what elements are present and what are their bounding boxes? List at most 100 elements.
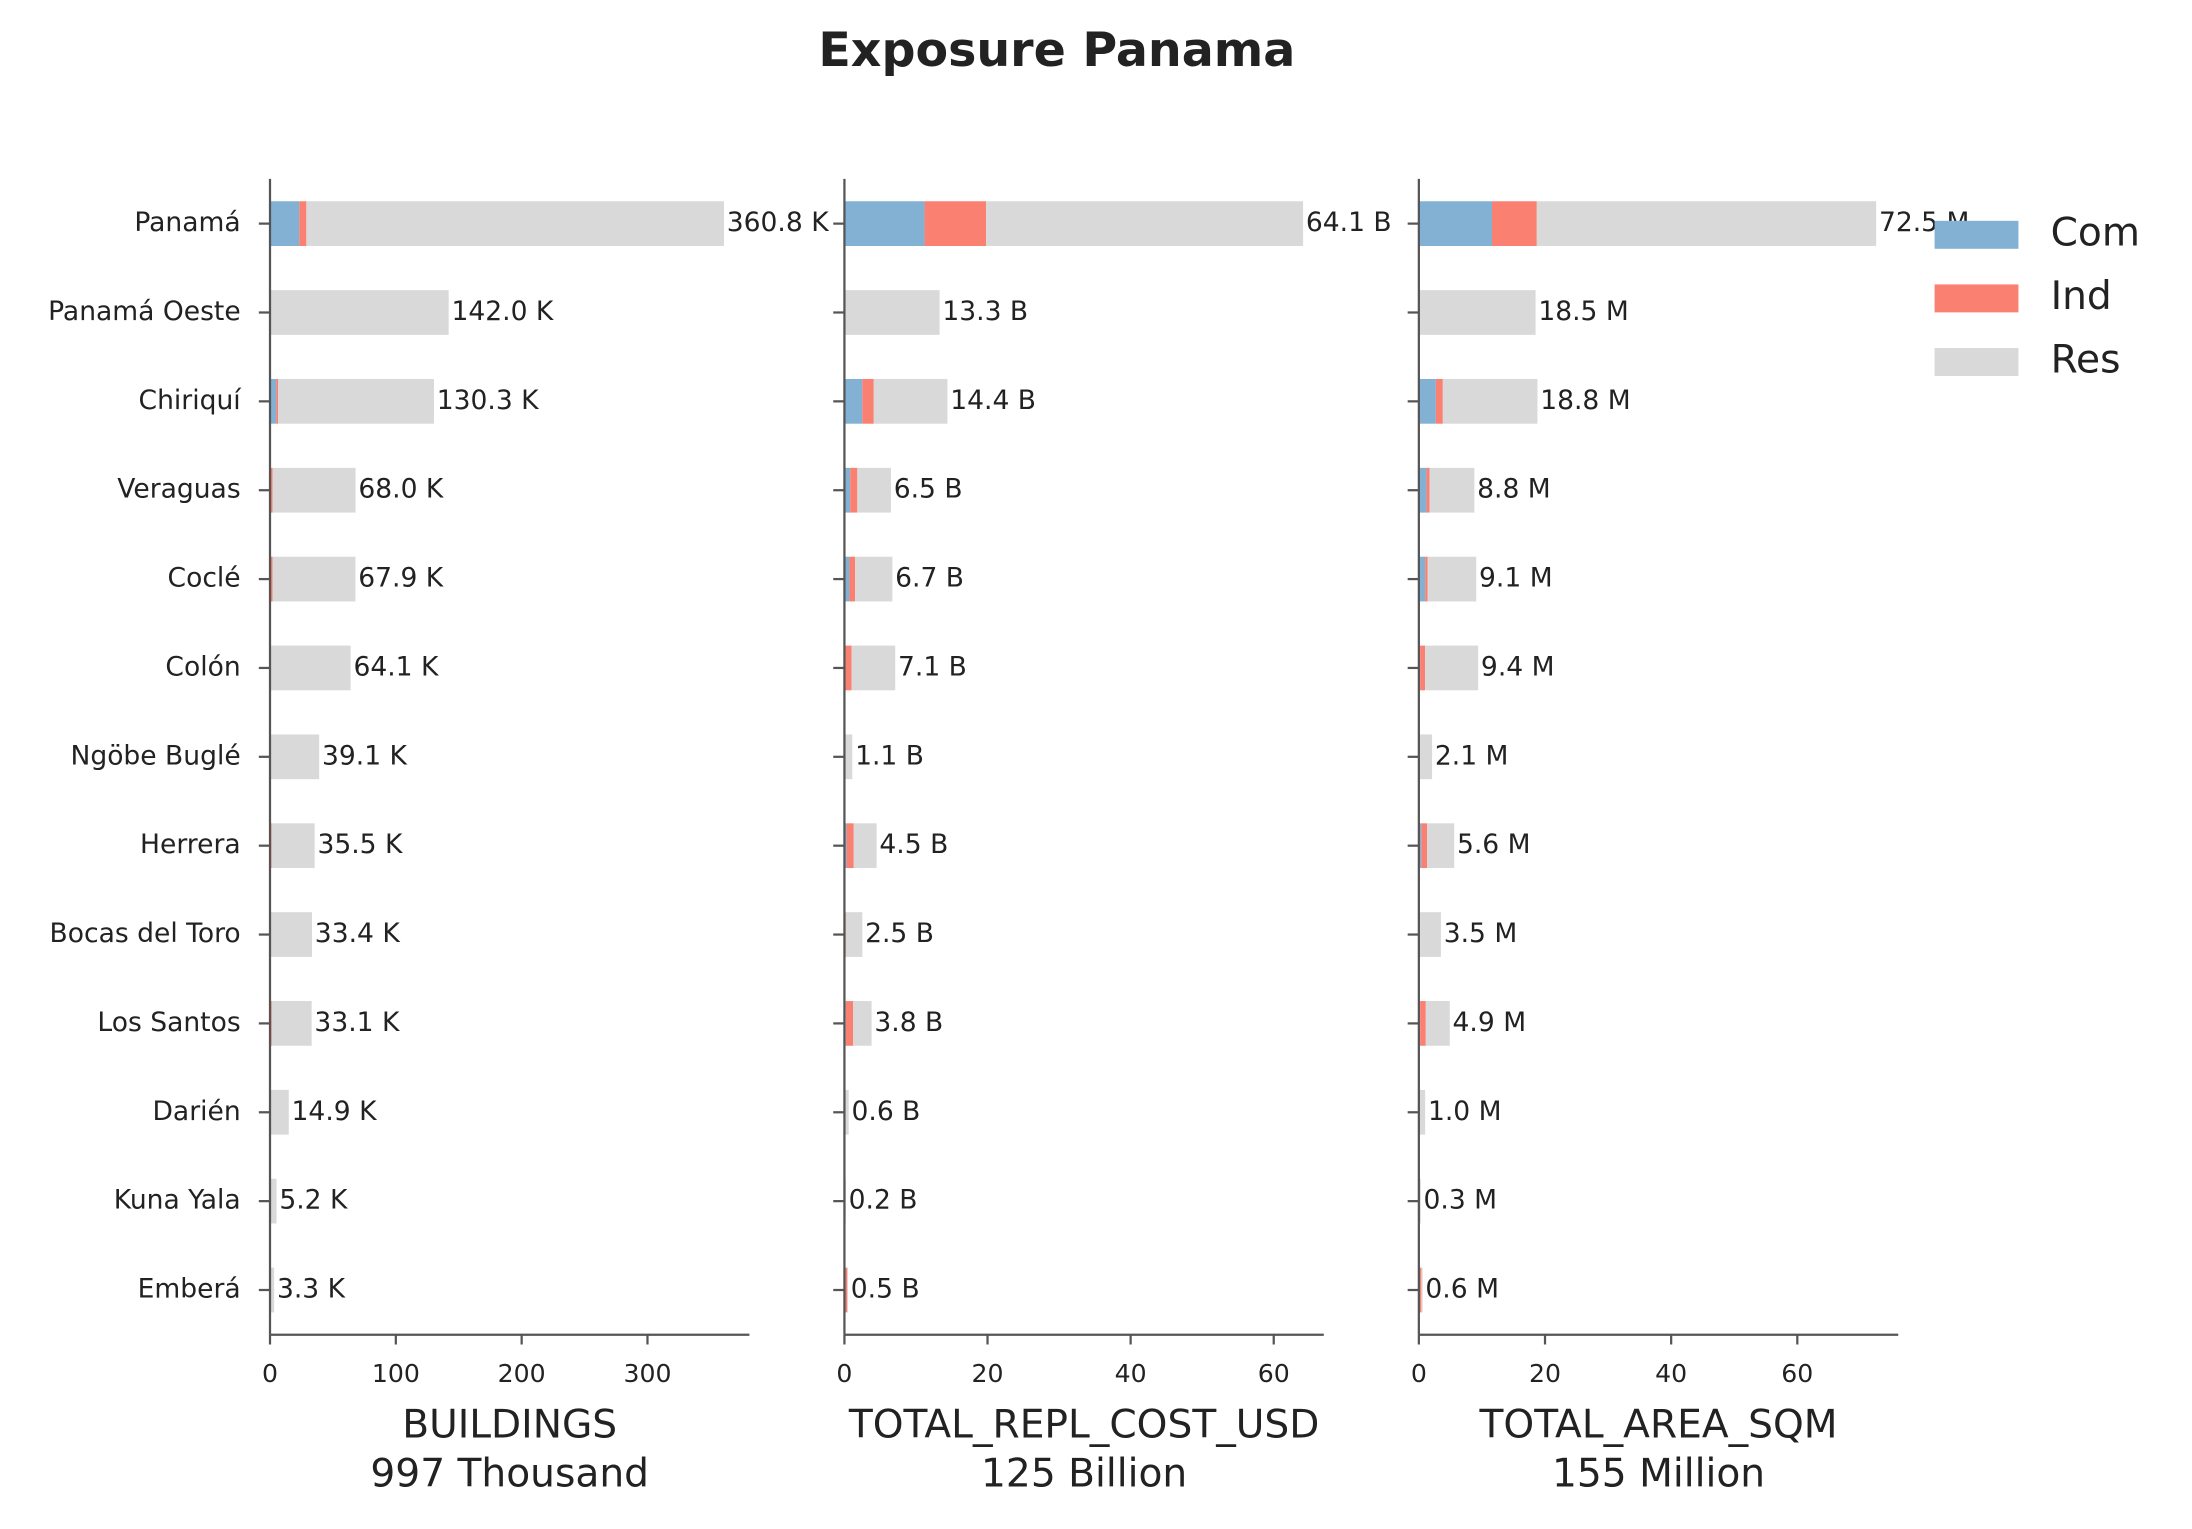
bar-segment [1420,645,1426,691]
x-tick-label: 20 [1529,1359,1561,1388]
bar-segment [1418,467,1427,513]
bar-segment [1442,378,1538,424]
bar-segment [270,378,277,424]
bar-total-label: 3.5 M [1444,918,1518,949]
bar-segment [1418,556,1426,602]
bar-segment [844,467,851,513]
bar-segment [270,645,351,691]
bar-segment [1418,378,1436,424]
bar-segment [845,912,863,957]
bar-total-label: 130.3 K [437,385,539,416]
y-tick-label: Colón [165,651,240,682]
y-tick-label: Panamá Oeste [48,296,241,327]
bar-segment [845,645,852,691]
y-tick-label: Veraguas [117,474,240,505]
x-tick-label: 200 [498,1359,546,1388]
x-axis-total: 997 Thousand [370,1451,649,1496]
bar-segment [857,467,891,513]
bar-total-label: 39.1 K [322,740,408,771]
bar-segment [272,467,356,513]
bar-total-label: 2.5 B [865,918,934,949]
bar-segment [853,1001,872,1046]
y-tick-label: Chiriquí [139,385,243,416]
legend-swatch [1934,284,2019,313]
bar-total-label: 35.5 K [317,829,403,860]
bar-segment [844,201,925,246]
bar-segment [873,378,948,424]
bar-total-label: 64.1 B [1306,207,1392,238]
bar-segment [849,556,856,602]
bar-total-label: 6.5 B [894,474,963,505]
bar-segment [270,1178,277,1224]
bar-total-label: 5.2 K [279,1185,348,1216]
bar-segment [924,201,987,246]
bar-segment [1418,1089,1426,1135]
bar-segment [271,1001,312,1046]
bar-segment [844,734,853,780]
bar-segment [1418,823,1422,869]
chart-title: Exposure Panama [818,23,1295,78]
legend-swatch [1934,348,2019,376]
y-tick-label: Kuna Yala [114,1185,241,1216]
legend-label: Res [2051,337,2121,382]
bar-segment [1418,201,1493,246]
bar-total-label: 142.0 K [451,296,553,327]
x-axis-total: 155 Million [1552,1451,1765,1496]
bar-segment [1429,467,1475,513]
bar-total-label: 0.5 B [851,1274,920,1305]
bar-segment [844,556,850,602]
bar-segment [306,201,724,246]
bar-segment [862,378,874,424]
bar-total-label: 33.1 K [314,1007,400,1038]
x-tick-label: 60 [1781,1359,1813,1388]
bar-segment [986,201,1304,246]
bar-total-label: 3.3 K [277,1274,346,1305]
bar-segment [846,823,854,869]
bar-total-label: 5.6 M [1457,829,1531,860]
bar-total-label: 68.0 K [358,474,444,505]
bar-total-label: 33.4 K [315,918,401,949]
x-tick-label: 300 [623,1359,671,1388]
bar-total-label: 18.5 M [1538,296,1628,327]
bar-total-label: 8.8 M [1477,474,1551,505]
bar-segment [270,556,273,602]
bar-total-label: 1.1 B [855,740,924,771]
y-tick-label: Los Santos [97,1007,240,1038]
bar-segment [272,556,356,602]
bar-segment [844,378,863,424]
bar-segment [844,290,940,335]
legend-label: Ind [2051,274,2112,319]
bar-segment [1418,290,1536,335]
bar-segment [855,556,893,602]
bar-total-label: 14.9 K [292,1096,378,1127]
bar-total-label: 0.2 B [849,1185,918,1216]
bar-segment [1435,378,1443,424]
bar-total-label: 64.1 K [353,651,439,682]
bar-segment [844,1089,849,1135]
bar-total-label: 4.5 B [879,829,948,860]
x-axis-label: TOTAL_REPL_COST_USD [848,1402,1320,1447]
bar-segment [853,823,877,869]
bar-segment [1421,823,1428,869]
bar-segment [278,378,434,424]
x-tick-label: 0 [262,1359,278,1388]
x-tick-label: 0 [1411,1359,1427,1388]
bar-segment [270,912,313,957]
y-tick-label: Bocas del Toro [50,918,241,949]
bar-segment [299,201,307,246]
legend-swatch [1934,220,2019,249]
bar-segment [271,823,315,869]
bar-segment [270,201,300,246]
x-axis-label: BUILDINGS [402,1402,617,1447]
bar-segment [270,290,449,335]
bar-segment [844,1267,848,1313]
bar-segment [845,1001,854,1046]
legend-label: Com [2051,210,2140,255]
bar-total-label: 7.1 B [898,651,967,682]
x-tick-label: 20 [972,1359,1004,1388]
bar-segment [1418,734,1433,780]
x-tick-label: 0 [836,1359,852,1388]
bar-segment [270,467,273,513]
y-tick-label: Herrera [140,829,241,860]
